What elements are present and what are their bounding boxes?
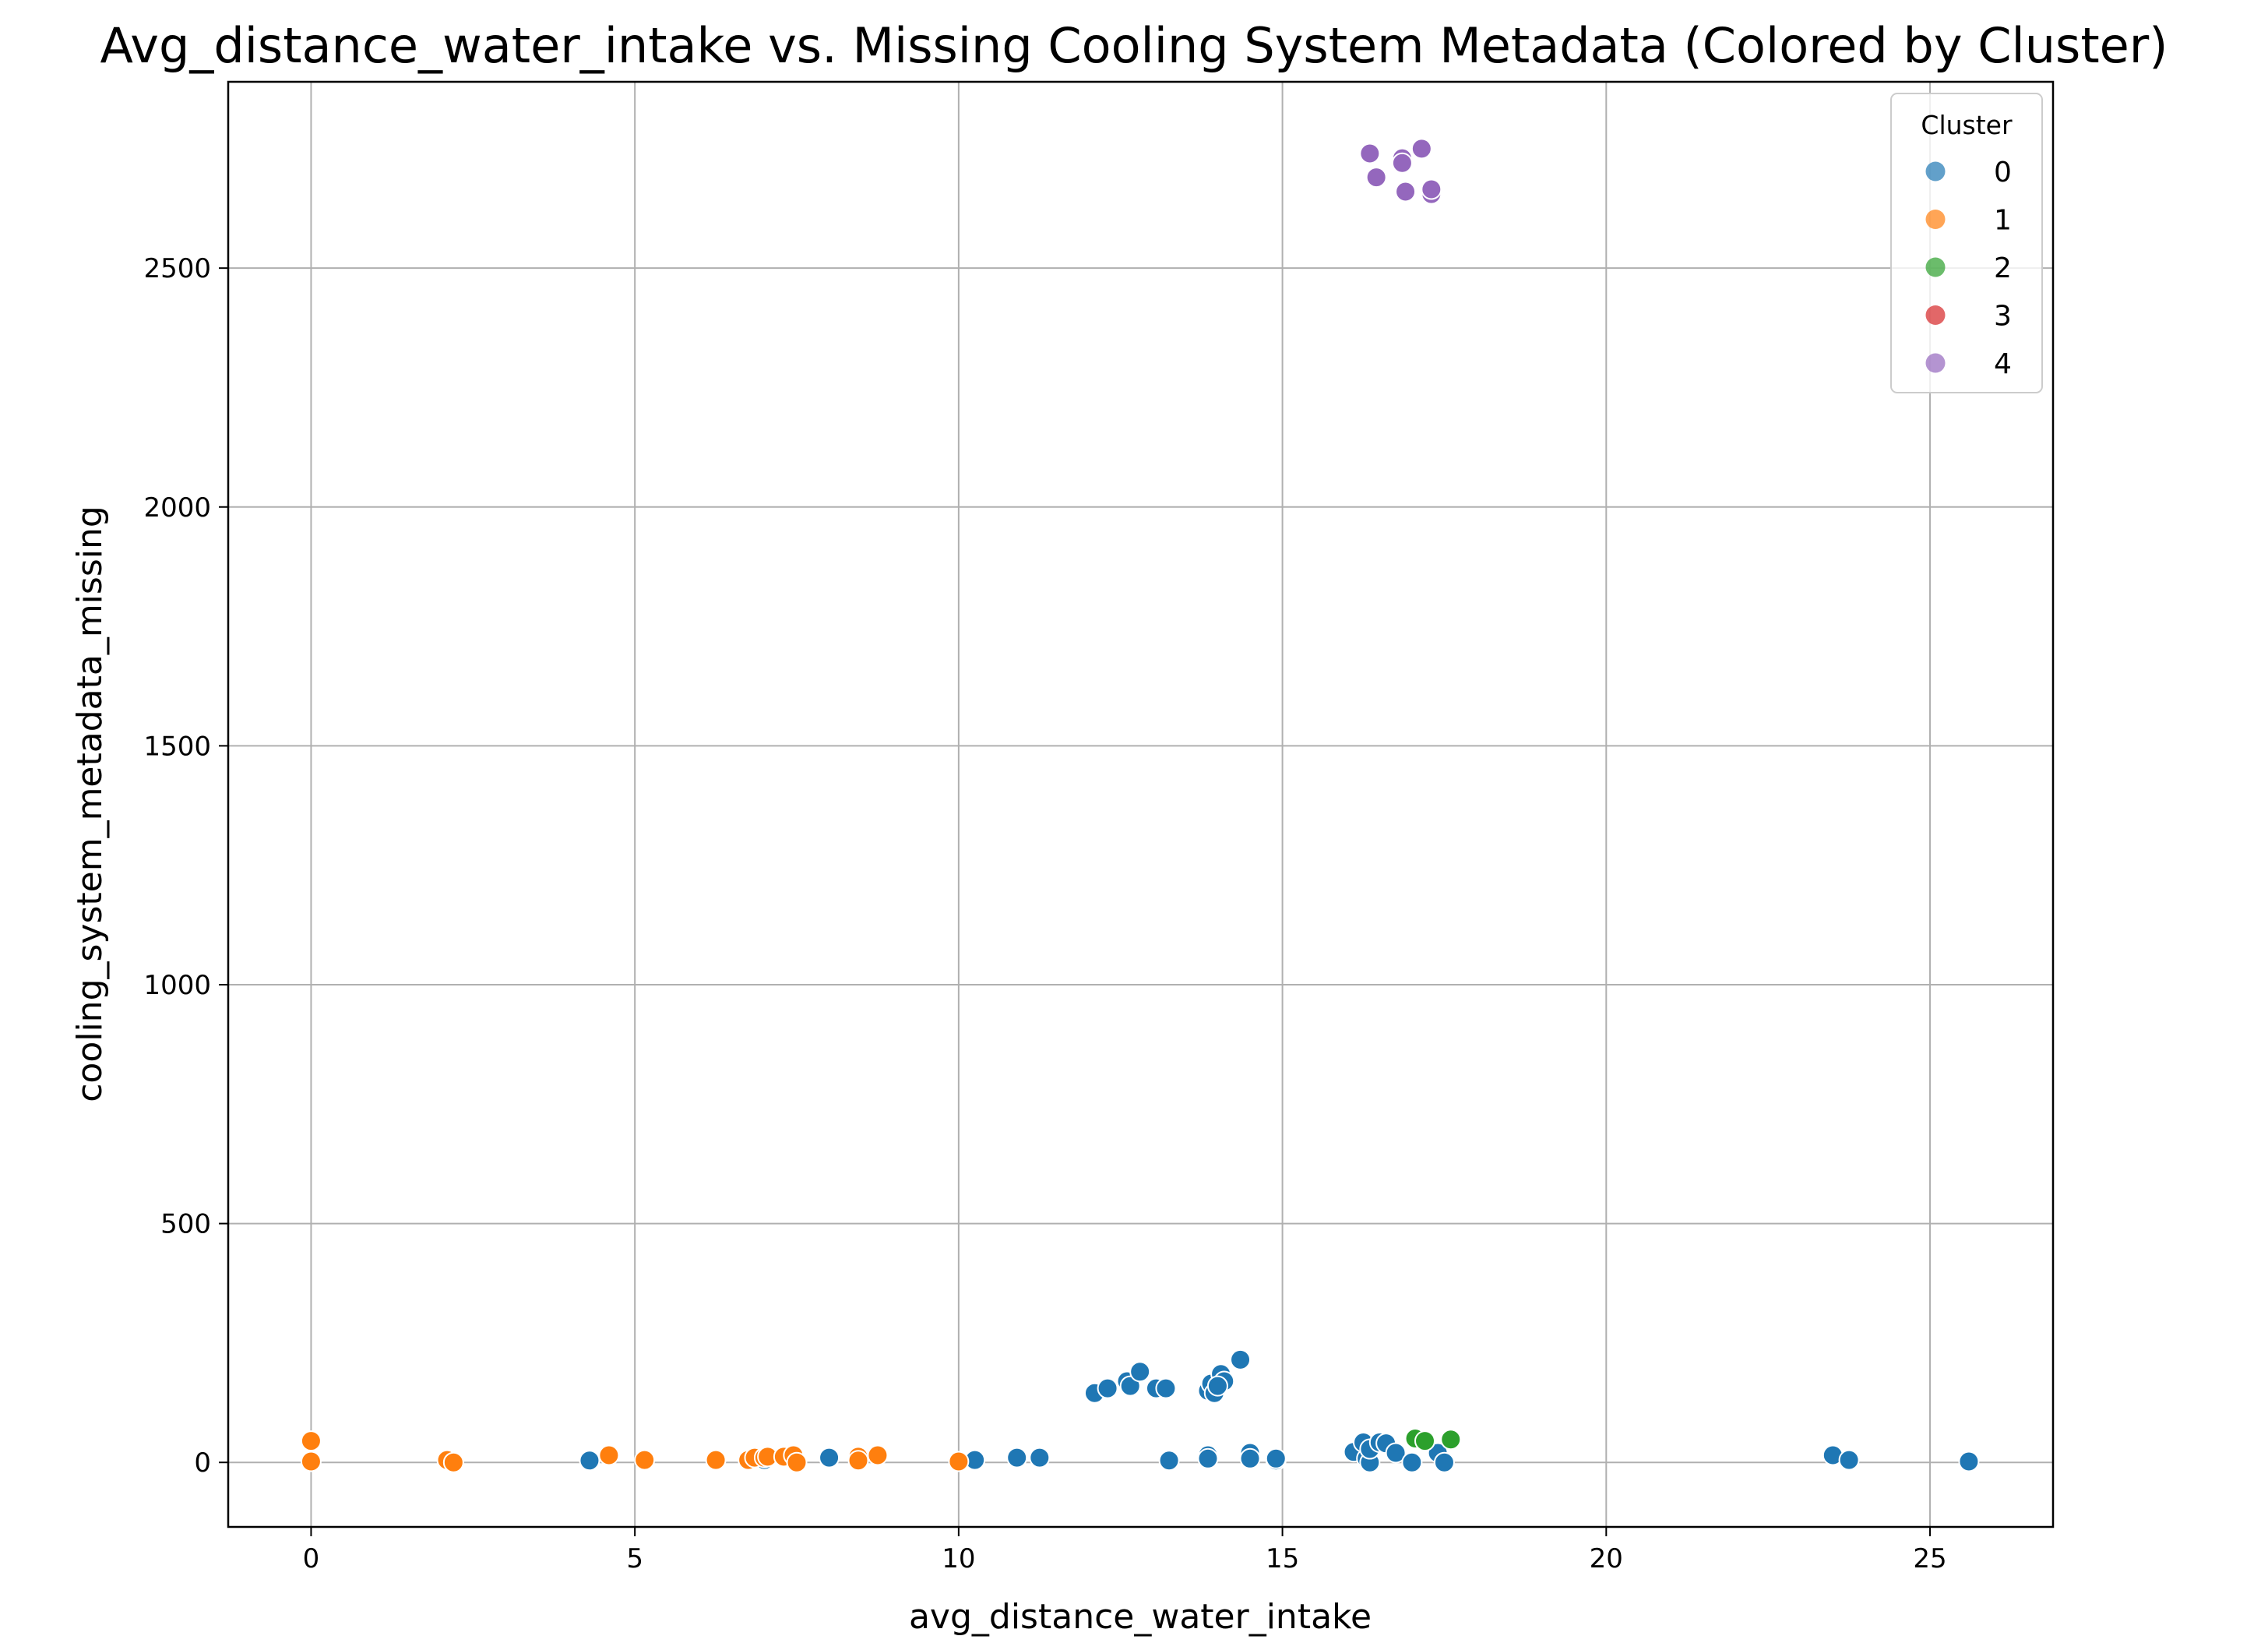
legend-marker-cluster-4 (1925, 353, 1946, 373)
data-point-cluster-0 (579, 1450, 600, 1472)
y-tick-label: 1000 (143, 970, 211, 1001)
data-point-cluster-0 (1958, 1451, 1980, 1472)
legend-label-cluster-4: 4 (1994, 348, 2012, 380)
data-point-cluster-0 (1158, 1450, 1180, 1472)
x-tick-label: 20 (1590, 1543, 1623, 1574)
legend-marker-cluster-3 (1925, 305, 1946, 325)
data-point-cluster-2 (1440, 1429, 1462, 1451)
data-point-cluster-0 (819, 1447, 840, 1468)
x-tick-label: 5 (626, 1543, 643, 1574)
data-point-cluster-0 (1029, 1447, 1051, 1468)
legend-label-cluster-3: 3 (1994, 301, 2012, 333)
data-point-cluster-4 (1365, 167, 1387, 189)
data-point-cluster-0 (1385, 1442, 1407, 1464)
data-point-cluster-1 (598, 1444, 620, 1466)
data-points (300, 138, 1980, 1473)
y-tick-label: 0 (194, 1447, 211, 1479)
data-point-cluster-0 (1119, 1375, 1141, 1397)
data-point-cluster-4 (1359, 143, 1381, 164)
data-point-cluster-4 (1395, 181, 1417, 203)
legend-marker-cluster-1 (1925, 210, 1946, 229)
data-point-cluster-0 (1006, 1447, 1028, 1468)
data-point-cluster-4 (1391, 152, 1413, 174)
legend-title: Cluster (1921, 110, 2013, 140)
y-tick-label: 2500 (143, 253, 211, 284)
data-point-cluster-1 (705, 1449, 727, 1471)
data-point-cluster-1 (634, 1449, 656, 1471)
data-point-cluster-0 (1155, 1377, 1177, 1399)
data-point-cluster-0 (1838, 1449, 1860, 1471)
data-point-cluster-1 (948, 1451, 970, 1472)
x-axis-label: avg_distance_water_intake (909, 1597, 1372, 1637)
data-point-cluster-0 (1097, 1377, 1118, 1399)
y-tick-label: 500 (160, 1209, 211, 1240)
data-point-cluster-4 (1410, 138, 1432, 160)
data-point-cluster-0 (1265, 1447, 1287, 1469)
data-point-cluster-0 (1206, 1375, 1228, 1397)
x-tick-label: 0 (303, 1543, 320, 1574)
data-point-cluster-1 (867, 1444, 889, 1466)
axis-ticks: 0 5 10 15 20 25 0 500 1000 1500 2000 2500 (143, 253, 1946, 1574)
legend-label-cluster-1: 1 (1994, 205, 2012, 237)
data-point-cluster-0 (1197, 1447, 1219, 1469)
y-tick-label: 2000 (143, 492, 211, 524)
data-point-cluster-1 (300, 1451, 322, 1472)
data-point-cluster-4 (1421, 178, 1442, 200)
x-tick-label: 25 (1913, 1543, 1946, 1574)
data-point-cluster-0 (1433, 1451, 1455, 1473)
legend-marker-cluster-2 (1925, 257, 1946, 277)
data-point-cluster-0 (1129, 1361, 1151, 1383)
data-point-cluster-1 (442, 1451, 464, 1473)
data-point-cluster-1 (786, 1451, 808, 1473)
legend-label-cluster-0: 0 (1994, 157, 2012, 189)
data-point-cluster-1 (847, 1450, 869, 1472)
chart-title: Avg_distance_water_intake vs. Missing Co… (100, 17, 2168, 74)
data-point-cluster-0 (1401, 1451, 1423, 1473)
legend: Cluster 0 1 2 3 4 (1890, 93, 2043, 393)
legend-label-cluster-2: 2 (1994, 252, 2012, 284)
data-point-cluster-0 (1230, 1349, 1252, 1370)
x-tick-label: 10 (942, 1543, 975, 1574)
data-point-cluster-2 (1414, 1430, 1436, 1452)
plot-area-frame (227, 80, 2055, 1528)
x-tick-label: 15 (1266, 1543, 1299, 1574)
data-point-cluster-0 (1239, 1447, 1261, 1469)
grid-lines (228, 82, 2053, 1527)
legend-entries: 0 1 2 3 4 (1925, 157, 2012, 380)
legend-marker-cluster-0 (1925, 161, 1946, 182)
y-axis-label: cooling_system_metadata_missing (70, 506, 110, 1102)
y-tick-label: 1500 (143, 731, 211, 762)
data-point-cluster-1 (300, 1430, 322, 1452)
